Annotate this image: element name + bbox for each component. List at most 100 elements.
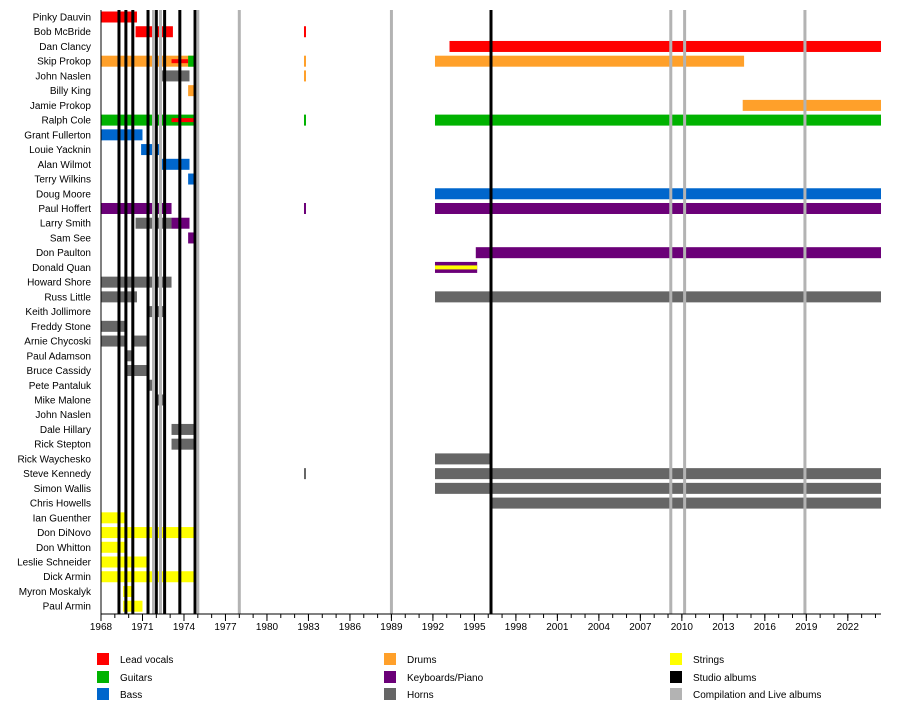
x-tick-label: 1995 — [463, 622, 486, 633]
bar-drums — [303, 70, 306, 82]
member-name: Howard Shore — [27, 278, 91, 289]
album-lines — [117, 10, 807, 614]
x-tick-label: 2016 — [754, 622, 777, 633]
x-tick-label: 1998 — [505, 622, 528, 633]
legend-swatch — [97, 653, 109, 665]
legend-item-strings: Strings — [670, 653, 724, 666]
legend-swatch — [97, 688, 109, 700]
compilation-album-line — [803, 10, 807, 614]
bar-vocals — [449, 40, 881, 52]
legend-item-guitars: Guitars — [97, 671, 152, 684]
compilation-album-line — [237, 10, 241, 614]
bar-bass — [141, 144, 161, 156]
bar-horns — [101, 335, 125, 347]
studio-album-line — [193, 10, 197, 614]
legend-label: Horns — [407, 690, 434, 700]
member-name: Dick Armin — [43, 572, 91, 583]
member-name: Don Paulton — [36, 248, 91, 259]
x-tick-label: 2010 — [671, 622, 694, 633]
member-name: Donald Quan — [32, 263, 91, 274]
member-name: Ralph Cole — [42, 116, 92, 127]
bar-bass — [160, 158, 190, 170]
x-tick-label: 1989 — [380, 622, 403, 633]
x-tick-label: 1971 — [131, 622, 154, 633]
x-axis: 1968 1971 1974 1977 1980 1983 1986 1989 1992 1995… — [90, 10, 881, 633]
legend-label: Bass — [120, 690, 142, 700]
x-tick-label: 2013 — [712, 622, 735, 633]
legend-item-bass: Bass — [97, 688, 142, 701]
x-tick-label: 1968 — [90, 622, 113, 633]
legend-swatch — [384, 671, 396, 683]
bar-horns — [303, 468, 306, 480]
member-name: Grant Fullerton — [24, 130, 91, 141]
member-name: Doug Moore — [36, 189, 91, 200]
bar-drums — [188, 85, 196, 97]
member-name: Rick Stepton — [34, 440, 91, 451]
bar-horns — [146, 379, 154, 391]
legend-item-keys: Keyboards/Piano — [384, 671, 484, 684]
member-name: Leslie Schneider — [17, 558, 92, 569]
member-name: Dale Hillary — [40, 425, 91, 436]
member-name: Sam See — [50, 233, 92, 244]
bar-horns — [434, 453, 493, 465]
bar-horns — [160, 70, 190, 82]
member-name: Billy King — [50, 86, 91, 97]
x-tick-label: 2007 — [629, 622, 652, 633]
legend-item-drums: Drums — [384, 653, 436, 666]
legend: Lead vocals Guitars Bass Drums Keyboards/Pia… — [97, 653, 821, 701]
member-name: Pete Pantaluk — [29, 381, 92, 392]
member-name: Paul Hoffert — [38, 204, 91, 215]
bar-horns — [131, 335, 149, 347]
bar-bass — [101, 129, 143, 141]
member-name: John Naslen — [35, 71, 91, 82]
x-tick-label: 1992 — [422, 622, 445, 633]
member-labels: Pinky Dauvin Bob McBride Dan Clancy Skip Pr… — [17, 13, 92, 613]
legend-item-compilation: Compilation and Live albums — [670, 688, 821, 701]
compilation-album-line — [152, 10, 156, 614]
member-name: Louie Yacknin — [29, 145, 91, 156]
legend-label: Guitars — [120, 673, 152, 684]
member-name: Steve Kennedy — [23, 469, 91, 480]
studio-album-line — [178, 10, 182, 614]
bar-horns — [434, 482, 881, 494]
studio-album-line — [131, 10, 135, 614]
studio-album-line — [489, 10, 493, 614]
x-tick-label: 1983 — [297, 622, 320, 633]
bar-drums — [434, 55, 745, 67]
x-tick-label: 2001 — [546, 622, 569, 633]
legend-item-vocals: Lead vocals — [97, 653, 173, 666]
member-name: Paul Adamson — [27, 351, 92, 362]
compilation-album-line — [683, 10, 687, 614]
legend-label: Studio albums — [693, 673, 756, 684]
bar-strings — [123, 585, 133, 597]
member-name: Keith Jollimore — [25, 307, 91, 318]
member-name: Chris Howells — [30, 499, 91, 510]
member-name: Arnie Chycoski — [24, 337, 91, 348]
bar-strings — [434, 265, 478, 270]
compilation-album-line — [158, 10, 162, 614]
legend-item-horns: Horns — [384, 688, 434, 701]
studio-album-line — [154, 10, 158, 614]
member-name: Alan Wilmot — [38, 160, 92, 171]
bar-strings — [101, 541, 125, 553]
bar-drums — [742, 99, 881, 111]
member-name: Freddy Stone — [31, 322, 91, 333]
legend-label: Strings — [693, 655, 724, 666]
legend-label: Lead vocals — [120, 655, 173, 666]
bar-horns — [101, 320, 125, 332]
member-name: Rick Waychesko — [17, 454, 91, 465]
member-name: Dan Clancy — [39, 42, 91, 53]
x-tick-label: 1977 — [214, 622, 237, 633]
bar-keys — [303, 202, 306, 214]
member-name: Mike Malone — [34, 395, 91, 406]
member-name: Bob McBride — [34, 27, 92, 38]
studio-album-line — [124, 10, 128, 614]
bar-horns — [434, 468, 881, 480]
legend-swatch — [670, 688, 682, 700]
legend-swatch — [670, 653, 682, 665]
legend-item-studio: Studio albums — [670, 671, 756, 684]
bar-horns — [434, 291, 881, 303]
x-tick-label: 2019 — [795, 622, 818, 633]
bar-bass — [188, 173, 196, 185]
x-tick-label: 1986 — [339, 622, 362, 633]
